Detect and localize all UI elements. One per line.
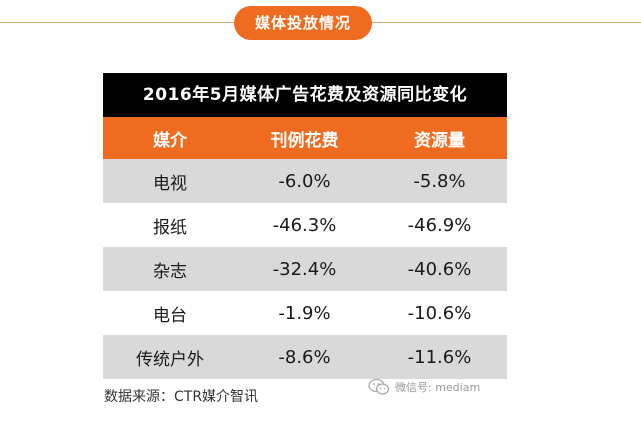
table-row: 杂志 -32.4% -40.6% xyxy=(103,247,507,291)
watermark-text: 微信号: mediam xyxy=(395,381,481,394)
table-row: 电视 -6.0% -5.8% xyxy=(103,159,507,203)
wechat-icon xyxy=(368,378,390,395)
header-resource-volume: 资源量 xyxy=(414,130,465,151)
table-row: 报纸 -46.3% -46.9% xyxy=(103,203,507,247)
row-resource-value: -11.6% xyxy=(407,346,472,368)
table-header-row: 媒介 刊例花费 资源量 xyxy=(103,117,507,159)
row-resource-value: -10.6% xyxy=(407,302,472,324)
row-resource-value: -5.8% xyxy=(413,170,466,192)
header-media: 媒介 xyxy=(153,130,187,151)
row-media-label: 报纸 xyxy=(153,217,187,238)
table-title: 2016年5月媒体广告花费及资源同比变化 xyxy=(103,73,507,117)
header-ad-spend: 刊例花费 xyxy=(270,130,339,151)
row-ad-spend-value: -32.4% xyxy=(272,258,337,280)
row-ad-spend-value: -46.3% xyxy=(272,214,337,236)
data-source-note: 数据来源：CTR媒介智讯 xyxy=(104,389,259,405)
table-row: 传统户外 -8.6% -11.6% xyxy=(103,335,507,379)
row-media-label: 电视 xyxy=(153,173,187,194)
section-title: 媒体投放情况 xyxy=(234,6,372,40)
row-ad-spend-value: -1.9% xyxy=(278,302,331,324)
row-media-label: 电台 xyxy=(153,305,187,326)
data-table: 2016年5月媒体广告花费及资源同比变化 媒介 刊例花费 资源量 电视 -6.0… xyxy=(103,73,507,379)
watermark: 微信号: mediam xyxy=(368,378,480,396)
table-row: 电台 -1.9% -10.6% xyxy=(103,291,507,335)
row-resource-value: -46.9% xyxy=(407,214,472,236)
row-resource-value: -40.6% xyxy=(407,258,472,280)
row-media-label: 传统户外 xyxy=(136,349,204,370)
row-ad-spend-value: -8.6% xyxy=(278,346,331,368)
row-media-label: 杂志 xyxy=(153,261,187,282)
row-ad-spend-value: -6.0% xyxy=(278,170,331,192)
